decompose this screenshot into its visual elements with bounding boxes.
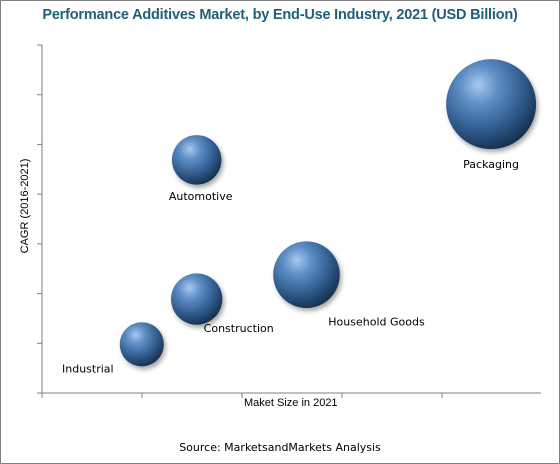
bubbles xyxy=(119,59,537,367)
chart-title: Performance Additives Market, by End-Use… xyxy=(42,7,518,23)
bubble-household-goods xyxy=(273,241,340,308)
axes: Maket Size in 2021 CAGR (2016-2021) xyxy=(19,44,541,409)
bubble-packaging xyxy=(446,59,537,150)
y-axis-ticks xyxy=(37,44,42,394)
bubble-label-construction: Construction xyxy=(204,322,274,335)
bubble-label-automotive: Automotive xyxy=(169,190,233,203)
x-axis-label: Maket Size in 2021 xyxy=(244,397,338,409)
x-axis-ticks xyxy=(41,393,443,398)
bubble-construction xyxy=(171,273,223,325)
source-note: Source: MarketsandMarkets Analysis xyxy=(179,441,381,454)
bubble-industrial xyxy=(119,322,164,367)
bubble-label-packaging: Packaging xyxy=(463,158,519,171)
bubble-label-industrial: Industrial xyxy=(62,362,114,375)
bubble-label-household-goods: Household Goods xyxy=(328,316,425,329)
bubble-automotive xyxy=(171,135,222,185)
bubble-labels: Packaging Automotive Household Goods Constr… xyxy=(62,158,519,375)
y-axis-label: CAGR (2016-2021) xyxy=(19,159,31,254)
